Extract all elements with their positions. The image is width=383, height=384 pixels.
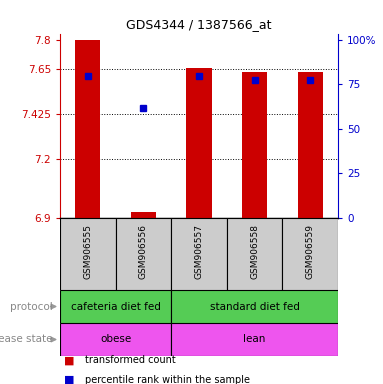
Bar <box>171 290 338 323</box>
Text: disease state: disease state <box>0 334 52 344</box>
Title: GDS4344 / 1387566_at: GDS4344 / 1387566_at <box>126 18 272 31</box>
Text: cafeteria diet fed: cafeteria diet fed <box>70 301 160 311</box>
Bar <box>171 323 338 356</box>
Bar <box>60 323 171 356</box>
Text: GSM906558: GSM906558 <box>250 224 259 279</box>
Bar <box>60 218 116 290</box>
Bar <box>242 73 267 218</box>
Bar <box>227 218 282 290</box>
Text: GSM906559: GSM906559 <box>306 224 315 279</box>
Text: ■: ■ <box>64 355 74 365</box>
Text: percentile rank within the sample: percentile rank within the sample <box>85 375 250 384</box>
Bar <box>131 212 156 218</box>
Text: ■: ■ <box>64 375 74 384</box>
Text: standard diet fed: standard diet fed <box>210 301 300 311</box>
Bar <box>171 218 227 290</box>
Bar <box>60 290 171 323</box>
Text: GSM906556: GSM906556 <box>139 224 148 279</box>
Text: lean: lean <box>244 334 266 344</box>
Bar <box>282 218 338 290</box>
Bar <box>116 218 171 290</box>
Bar <box>75 40 100 218</box>
Text: GSM906555: GSM906555 <box>83 224 92 279</box>
Text: protocol: protocol <box>10 301 52 311</box>
Text: transformed count: transformed count <box>85 355 176 365</box>
Text: obese: obese <box>100 334 131 344</box>
Bar <box>298 73 323 218</box>
Text: GSM906557: GSM906557 <box>195 224 203 279</box>
Bar <box>187 68 211 218</box>
